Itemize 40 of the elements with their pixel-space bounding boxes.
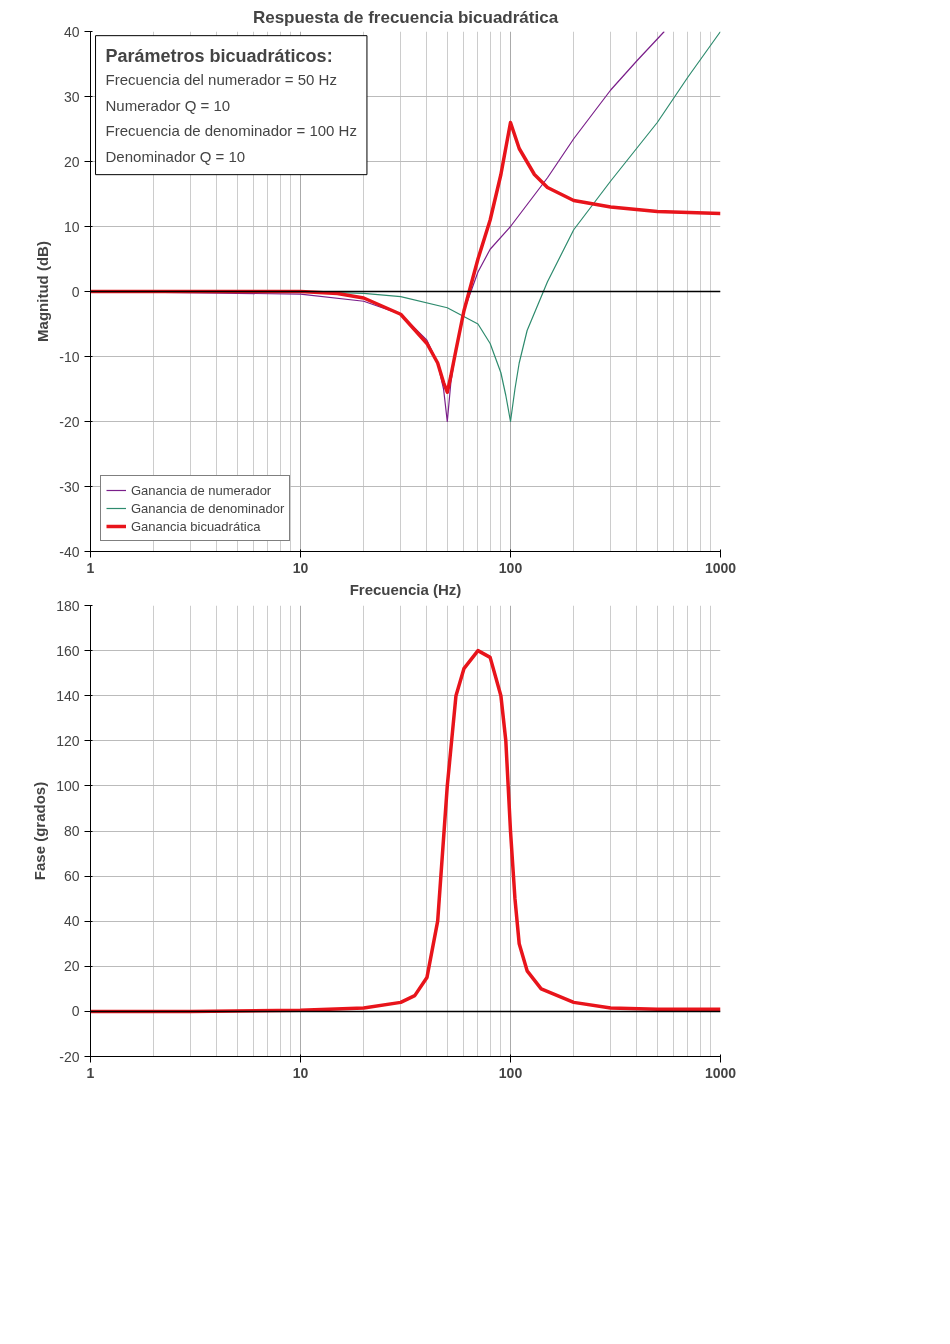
y-axis-title: Magnitud (dB) xyxy=(34,241,52,342)
annotation: Denominador Q = 10 xyxy=(105,147,246,165)
x-axis-title: Frecuencia (Hz) xyxy=(349,580,462,598)
annotation: Numerador Q = 10 xyxy=(105,96,231,114)
y-tick-label: -20 xyxy=(59,1048,80,1065)
legend-label: Ganancia bicuadrática xyxy=(131,517,261,535)
y-tick-label: 10 xyxy=(63,218,80,235)
y-tick-label: -30 xyxy=(59,478,80,495)
legend-label: Ganancia de numerador xyxy=(131,481,272,499)
y-tick-label: 0 xyxy=(71,283,80,300)
y-tick-label: 160 xyxy=(56,642,80,659)
x-tick-label: 100 xyxy=(498,1064,523,1081)
annotation: Frecuencia de denominador = 100 Hz xyxy=(105,122,357,140)
y-tick-label: 140 xyxy=(56,687,80,704)
y-tick-label: 80 xyxy=(63,823,80,839)
y-tick-label: 20 xyxy=(63,153,80,170)
y-tick-label: 40 xyxy=(63,23,80,40)
legend-label: Ganancia de denominador xyxy=(131,499,285,517)
y-axis-title: Fase (grados) xyxy=(31,781,49,881)
y-tick-label: -40 xyxy=(59,543,80,560)
y-tick-label: 0 xyxy=(71,1003,80,1020)
x-tick-label: 1 xyxy=(86,1064,95,1081)
y-tick-label: 30 xyxy=(63,88,80,105)
x-tick-label: 1000 xyxy=(704,1064,737,1081)
y-tick-label: 60 xyxy=(63,868,80,885)
x-tick-label: 10 xyxy=(292,559,309,576)
y-tick-label: 40 xyxy=(63,913,80,930)
y-tick-label: 120 xyxy=(56,732,80,749)
y-tick-label: -10 xyxy=(59,348,80,365)
y-tick-label: 20 xyxy=(63,958,80,975)
annotation: Parámetros bicuadráticos: xyxy=(105,45,333,66)
chart-title: Respuesta de frecuencia bicuadrática xyxy=(252,7,559,27)
y-tick-label: 100 xyxy=(56,777,80,794)
x-tick-label: 10 xyxy=(292,1064,309,1081)
y-tick-label: 180 xyxy=(56,597,80,614)
x-tick-label: 100 xyxy=(498,559,523,576)
x-tick-label: 1000 xyxy=(704,559,737,576)
y-tick-label: -20 xyxy=(59,413,80,430)
x-tick-label: 1 xyxy=(86,559,95,576)
annotation: Frecuencia del numerador = 50 Hz xyxy=(105,71,337,89)
